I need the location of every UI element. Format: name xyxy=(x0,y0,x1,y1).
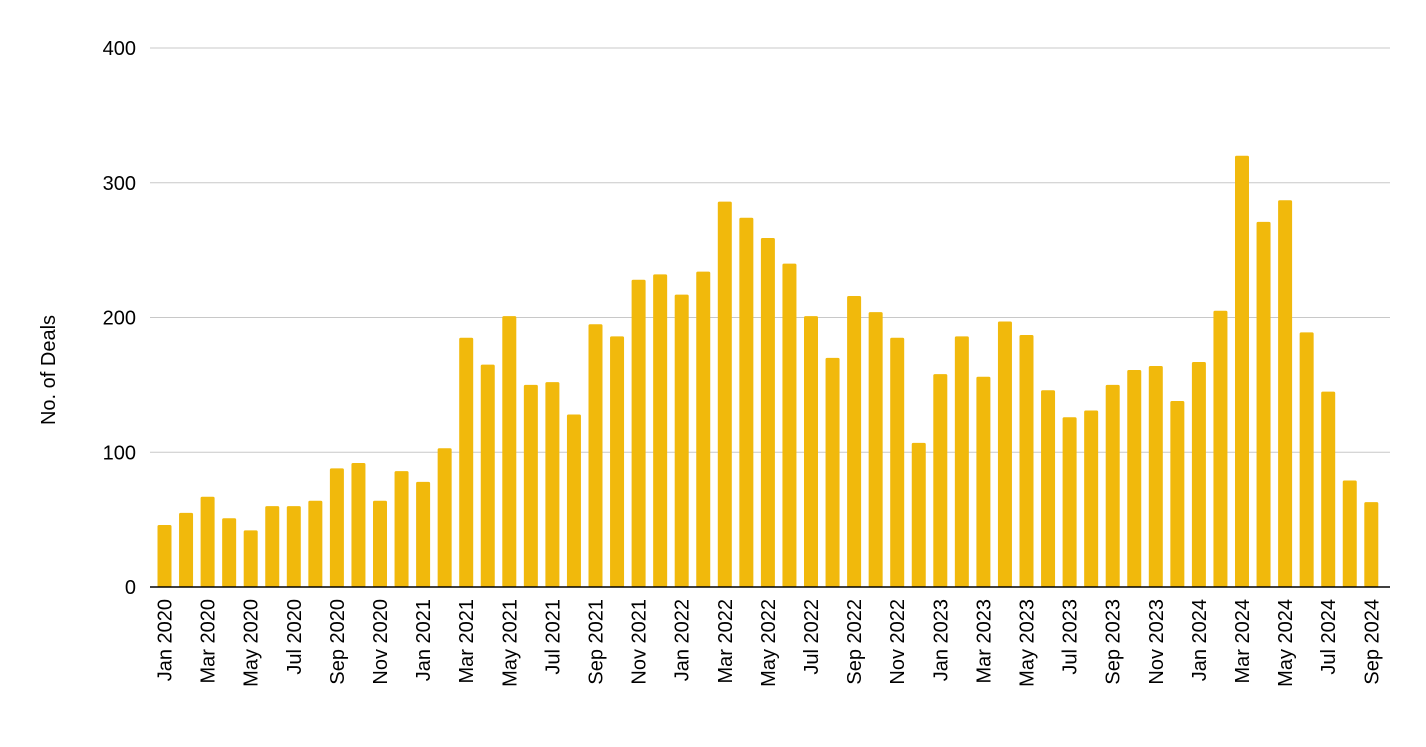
bar-jul-2024 xyxy=(1321,391,1336,587)
bar-may-2020 xyxy=(243,530,258,587)
bar-jan-2022 xyxy=(674,294,689,587)
bar-jul-2023 xyxy=(1062,417,1077,587)
y-tick-label: 300 xyxy=(103,173,136,195)
bar-mar-2020 xyxy=(200,496,215,587)
bar-nov-2022 xyxy=(890,337,905,587)
x-tick-label: Jan 2024 xyxy=(1189,599,1211,681)
bar-nov-2020 xyxy=(373,500,387,587)
x-tick-label: Jan 2020 xyxy=(155,599,177,681)
x-tick-label: Jul 2020 xyxy=(284,599,306,675)
x-tick-label: Jan 2023 xyxy=(930,599,952,681)
y-axis-ticks: 0 100 200 300 400 xyxy=(103,38,136,599)
bar-may-2022 xyxy=(760,237,775,587)
x-tick-label: Mar 2024 xyxy=(1232,599,1254,684)
bar-jun-2022 xyxy=(782,263,797,587)
bar-may-2021 xyxy=(502,316,517,587)
x-tick-label: Sep 2021 xyxy=(586,599,608,685)
bar-oct-2023 xyxy=(1127,370,1142,587)
bar-dec-2021 xyxy=(653,274,668,587)
bar-mar-2021 xyxy=(459,337,474,587)
y-axis-label: No. of Deals xyxy=(38,315,60,425)
y-tick-label: 400 xyxy=(103,38,136,60)
bar-jan-2023 xyxy=(933,374,948,587)
x-tick-label: Nov 2023 xyxy=(1146,599,1168,685)
bar-sep-2022 xyxy=(847,295,862,587)
x-axis-ticks: Jan 2020 Mar 2020 May 2020 Jul 2020 Sep 2020… xyxy=(155,599,1384,687)
bar-sep-2023 xyxy=(1105,384,1120,587)
x-tick-label: May 2023 xyxy=(1017,599,1039,687)
bar-jan-2021 xyxy=(416,481,431,587)
bar-dec-2023 xyxy=(1170,401,1185,587)
y-tick-label: 200 xyxy=(103,308,136,330)
bar-feb-2020 xyxy=(179,512,194,587)
bar-jul-2022 xyxy=(804,316,818,587)
x-tick-label: Jul 2021 xyxy=(542,599,564,675)
x-tick-label: Sep 2020 xyxy=(327,599,349,685)
bar-feb-2023 xyxy=(954,336,969,587)
bar-aug-2021 xyxy=(566,414,581,587)
x-tick-label: Mar 2021 xyxy=(456,599,478,684)
bar-jun-2020 xyxy=(265,506,280,587)
x-tick-label: Jan 2022 xyxy=(672,599,694,681)
y-tick-label: 0 xyxy=(125,577,136,599)
bar-jul-2021 xyxy=(545,382,560,587)
x-tick-label: Nov 2021 xyxy=(629,599,651,685)
x-tick-label: Jan 2021 xyxy=(413,599,435,681)
x-tick-label: May 2020 xyxy=(241,599,263,687)
x-tick-label: Jul 2022 xyxy=(801,599,823,675)
bar-apr-2022 xyxy=(739,217,754,587)
x-tick-label: Nov 2020 xyxy=(370,599,392,685)
bar-oct-2020 xyxy=(351,463,366,587)
bar-apr-2021 xyxy=(480,364,495,587)
bar-jul-2020 xyxy=(286,506,301,587)
bar-feb-2021 xyxy=(437,448,452,587)
x-tick-label: Jul 2024 xyxy=(1318,599,1340,675)
bar-sep-2024 xyxy=(1364,502,1379,587)
bar-apr-2024 xyxy=(1256,221,1271,587)
bar-aug-2020 xyxy=(308,500,323,587)
bar-mar-2022 xyxy=(717,201,732,588)
bar-may-2024 xyxy=(1278,200,1293,587)
x-tick-label: Sep 2023 xyxy=(1103,599,1125,685)
y-tick-label: 100 xyxy=(103,442,136,464)
bar-jan-2024 xyxy=(1191,361,1206,587)
bar-jun-2021 xyxy=(523,384,538,587)
bar-mar-2024 xyxy=(1235,155,1249,588)
bar-sep-2020 xyxy=(329,468,344,587)
bar-aug-2022 xyxy=(825,357,840,587)
bar-oct-2021 xyxy=(610,336,625,587)
bar-feb-2022 xyxy=(696,271,711,587)
x-tick-label: Mar 2022 xyxy=(715,599,737,684)
x-tick-label: May 2024 xyxy=(1275,599,1297,687)
bar-dec-2022 xyxy=(911,442,926,587)
x-tick-label: Jul 2023 xyxy=(1060,599,1082,675)
x-tick-label: Mar 2023 xyxy=(973,599,995,684)
bar-oct-2022 xyxy=(868,312,883,587)
bar-nov-2021 xyxy=(631,279,646,587)
bar-apr-2020 xyxy=(222,518,237,587)
bar-mar-2023 xyxy=(976,376,991,587)
x-tick-label: Sep 2022 xyxy=(844,599,866,685)
bar-jun-2024 xyxy=(1299,332,1314,587)
bar-sep-2021 xyxy=(588,324,603,587)
bar-dec-2020 xyxy=(394,471,409,587)
x-tick-label: Sep 2024 xyxy=(1361,599,1383,685)
x-tick-label: Mar 2020 xyxy=(198,599,220,684)
x-tick-label: May 2021 xyxy=(499,599,521,687)
bar-aug-2024 xyxy=(1342,480,1357,587)
bar-jun-2023 xyxy=(1041,390,1056,587)
x-tick-label: May 2022 xyxy=(758,599,780,687)
bar-feb-2024 xyxy=(1213,310,1228,587)
bar-jan-2020 xyxy=(157,525,172,587)
bars xyxy=(157,155,1379,588)
bar-aug-2023 xyxy=(1084,410,1099,587)
bar-may-2023 xyxy=(1019,335,1034,587)
bar-nov-2023 xyxy=(1148,366,1163,587)
x-tick-label: Nov 2022 xyxy=(887,599,909,685)
bar-apr-2023 xyxy=(997,321,1012,587)
